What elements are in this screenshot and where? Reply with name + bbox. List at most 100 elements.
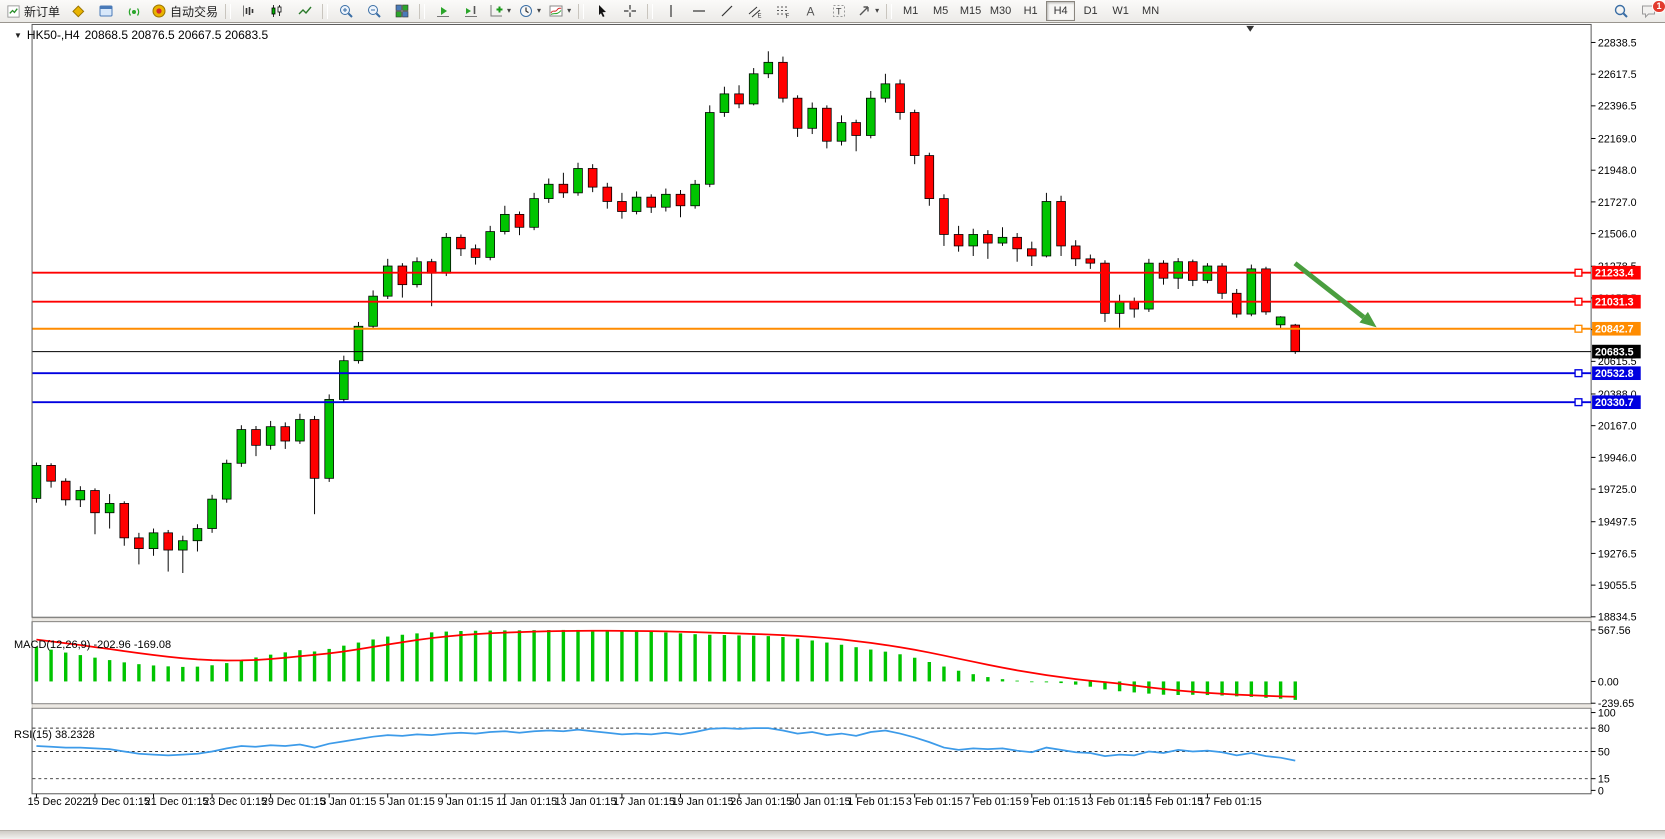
svg-text:21506.0: 21506.0: [1598, 228, 1637, 240]
autotrading-button[interactable]: 自动交易: [148, 1, 221, 22]
timeframe-m5[interactable]: M5: [932, 5, 949, 17]
trend-arrow[interactable]: [1293, 261, 1377, 328]
svg-text:T: T: [836, 7, 842, 17]
timeframe-m30[interactable]: M30: [989, 5, 1012, 17]
horizontal-line-object[interactable]: [32, 324, 1592, 333]
text-label-icon: T: [831, 3, 847, 19]
indicators-add-button[interactable]: ▾: [485, 1, 514, 22]
signals-button[interactable]: [120, 1, 147, 22]
timeframe-m15[interactable]: M15: [959, 5, 982, 17]
chart-shift-icon: [463, 3, 479, 19]
zoom-out-button[interactable]: [360, 1, 387, 22]
svg-text:11 Jan 01:15: 11 Jan 01:15: [496, 796, 557, 808]
svg-text:18834.5: 18834.5: [1598, 612, 1637, 624]
search-button[interactable]: [1607, 1, 1634, 22]
chart-expander-icon[interactable]: ▼: [14, 30, 22, 40]
terminal-button[interactable]: [92, 1, 119, 22]
cursor-icon: [594, 3, 610, 19]
horizontal-line-object[interactable]: [32, 398, 1592, 407]
arrows-tool-button[interactable]: ▾: [853, 1, 882, 22]
chart-canvas[interactable]: 22838.5 22617.5 22396.5 22169.0 21948.0 21727…: [0, 23, 1665, 839]
bar-chart-button[interactable]: [235, 1, 262, 22]
zoom-in-icon: [338, 3, 354, 19]
rsi-line: [36, 727, 1296, 762]
horizontal-line-object[interactable]: [32, 268, 1592, 277]
timeframe-m1[interactable]: M1: [902, 5, 919, 17]
toolbar-separator: [886, 3, 893, 19]
auto-scroll-button[interactable]: [429, 1, 456, 22]
svg-text:17 Jan 01:15: 17 Jan 01:15: [613, 796, 675, 808]
fibonacci-icon: F: [775, 3, 791, 19]
line-handle: [1574, 398, 1583, 407]
tile-windows-button[interactable]: [388, 1, 415, 22]
chat-badge: 1: [1651, 0, 1665, 13]
dropdown-caret-icon: ▾: [875, 6, 880, 15]
zoom-in-button[interactable]: [332, 1, 359, 22]
horizontal-line-object[interactable]: [32, 297, 1592, 306]
cursor-button[interactable]: [588, 1, 615, 22]
svg-text:21031.3: 21031.3: [1595, 297, 1634, 309]
svg-text:15 Dec 2022: 15 Dec 2022: [28, 796, 89, 808]
text-label-button[interactable]: T: [825, 1, 852, 22]
new-order-icon: [6, 4, 21, 19]
new-order-button[interactable]: 新订单: [3, 1, 63, 22]
timeframe-h1[interactable]: H1: [1023, 5, 1038, 17]
pane-splitter[interactable]: [31, 703, 1592, 709]
svg-text:3 Jan 01:15: 3 Jan 01:15: [320, 796, 376, 808]
price-badge: 21031.3: [1592, 294, 1641, 309]
svg-text:0.00: 0.00: [1598, 676, 1619, 688]
line-chart-button[interactable]: [291, 1, 318, 22]
periods-icon: [518, 3, 534, 19]
svg-text:20388.0: 20388.0: [1598, 389, 1637, 401]
equidistant-channel-button[interactable]: E: [741, 1, 768, 22]
svg-text:19276.5: 19276.5: [1598, 548, 1637, 560]
svg-text:13 Feb 01:15: 13 Feb 01:15: [1082, 796, 1145, 808]
pane-splitter[interactable]: [31, 617, 1592, 622]
periods-button[interactable]: ▾: [515, 1, 544, 22]
price-badge: 21233.4: [1592, 265, 1641, 280]
price-axis[interactable]: 22838.5 22617.5 22396.5 22169.0 21948.0 21727…: [1591, 37, 1637, 624]
toolbar-separator: [225, 3, 232, 19]
text-button[interactable]: A: [797, 1, 824, 22]
svg-text:15: 15: [1598, 774, 1610, 786]
tile-windows-icon: [394, 3, 410, 19]
timeframe-h4[interactable]: H4: [1046, 1, 1076, 21]
svg-text:22838.5: 22838.5: [1598, 37, 1637, 49]
svg-text:F: F: [785, 14, 789, 19]
chart-shift-marker[interactable]: [1246, 25, 1255, 32]
svg-text:21727.0: 21727.0: [1598, 197, 1637, 209]
chart-title-bar: ▼ HK50-,H4 20868.5 20876.5 20667.5 20683…: [14, 28, 268, 42]
svg-text:26 Jan 01:15: 26 Jan 01:15: [730, 796, 792, 808]
trend-line-button[interactable]: [713, 1, 740, 22]
horizontal-line-icon: [691, 3, 707, 19]
svg-text:21233.4: 21233.4: [1595, 268, 1634, 280]
timeframe-d1[interactable]: D1: [1083, 5, 1098, 17]
candlestick-chart-button[interactable]: [263, 1, 290, 22]
horizontal-line-button[interactable]: [685, 1, 712, 22]
terminal-icon: [98, 3, 114, 19]
chart-window-button[interactable]: [64, 1, 91, 22]
autotrading-label: 自动交易: [170, 4, 219, 19]
svg-text:80: 80: [1598, 723, 1610, 735]
crosshair-button[interactable]: [616, 1, 643, 22]
templates-button[interactable]: ▾: [545, 1, 574, 22]
trend-line-icon: [719, 3, 735, 19]
price-badge: 20683.5: [1592, 344, 1641, 358]
chart-shift-button[interactable]: [457, 1, 484, 22]
chart-window-icon: [70, 3, 86, 19]
fibonacci-button[interactable]: F: [769, 1, 796, 22]
price-badge: 20532.8: [1592, 366, 1641, 380]
horizontal-line-object[interactable]: [32, 369, 1592, 378]
vertical-line-button[interactable]: [657, 1, 684, 22]
bar-chart-icon: [241, 3, 257, 19]
svg-text:3 Feb 01:15: 3 Feb 01:15: [906, 796, 963, 808]
svg-text:-239.65: -239.65: [1598, 698, 1634, 710]
timeframe-mn[interactable]: MN: [1142, 5, 1160, 17]
candlestick-chart-icon: [269, 3, 285, 19]
svg-text:21948.0: 21948.0: [1598, 165, 1637, 177]
timeframe-w1[interactable]: W1: [1112, 5, 1129, 17]
chat-button[interactable]: 1: [1635, 0, 1665, 22]
dropdown-caret-icon: ▾: [507, 6, 512, 15]
svg-text:30 Jan 01:15: 30 Jan 01:15: [789, 796, 851, 808]
